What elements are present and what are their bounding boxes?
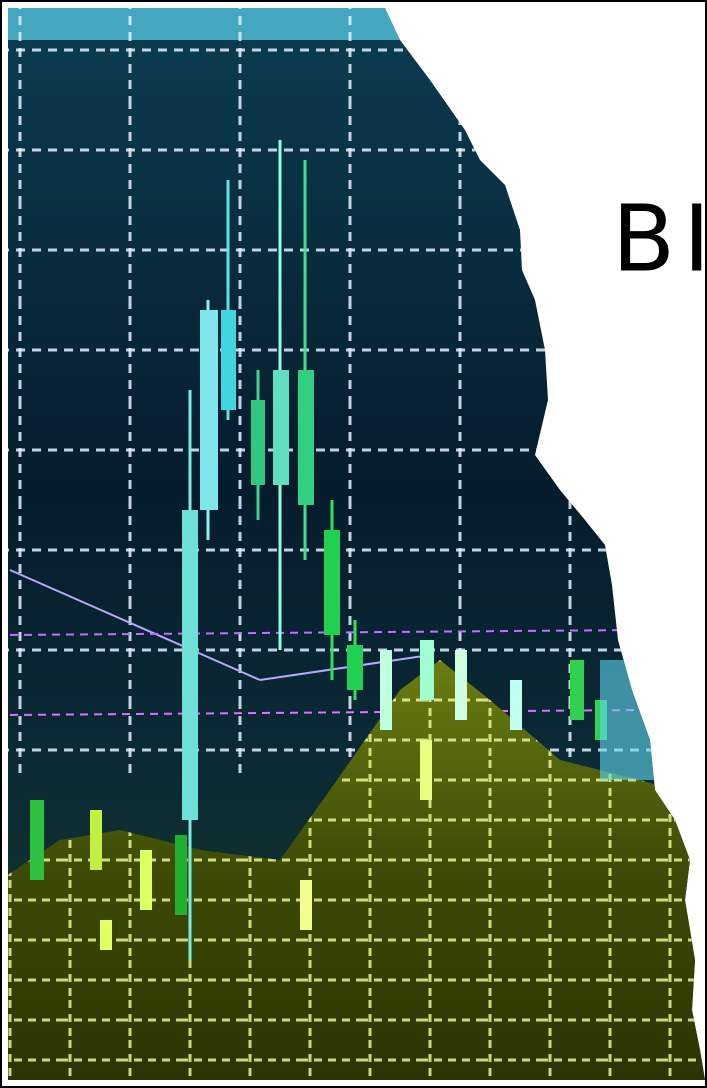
cover-title: BI	[612, 185, 707, 292]
page: BI (() => { const data = JSON.parse(docu…	[0, 0, 707, 1088]
cover: BI	[0, 0, 707, 1088]
